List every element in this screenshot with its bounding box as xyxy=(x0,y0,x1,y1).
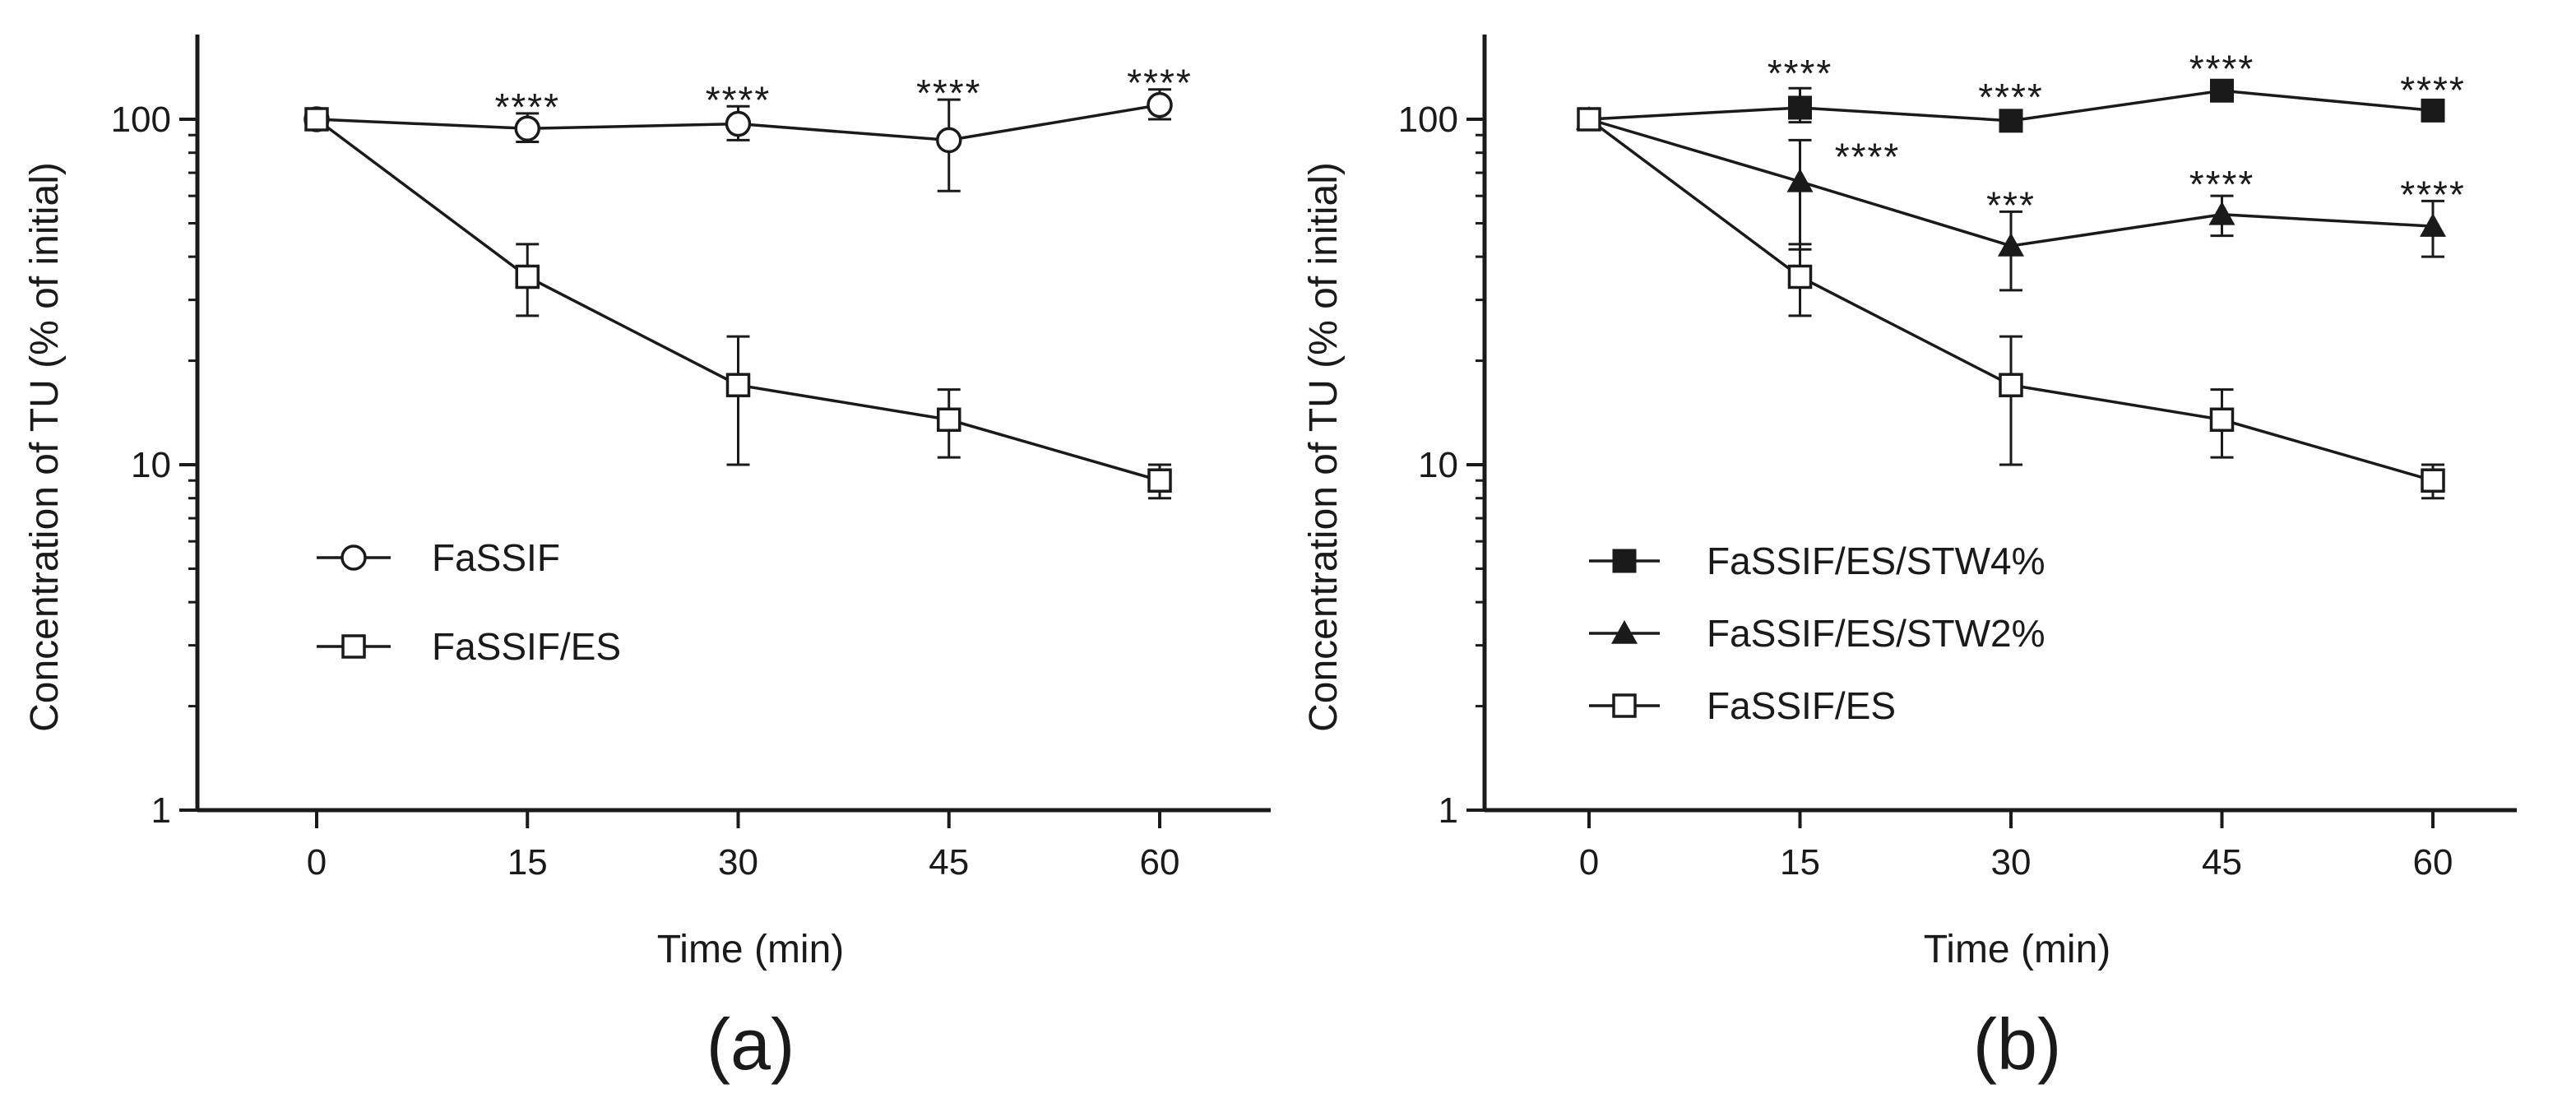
panel-a-legend-marker xyxy=(341,544,367,571)
panel-b-y-tick-label: 1 xyxy=(1439,790,1458,831)
panel-a-series-1-point xyxy=(725,373,751,397)
panel-b-x-axis-title: Time (min) xyxy=(1924,928,2111,971)
panel-a-y-tick-label: 100 xyxy=(111,100,171,140)
panel-b-significance-label: **** xyxy=(1768,52,1833,95)
panel-a-x-axis-title: Time (min) xyxy=(657,928,845,971)
panel-b-legend-item: FaSSIF/ES/STW4% xyxy=(1589,540,2046,582)
panel-b-label: (b) xyxy=(1973,1003,2062,1085)
panel-b-legend-label: FaSSIF/ES xyxy=(1707,684,1896,727)
panel-a-series-1-error-bar xyxy=(726,335,750,466)
panel-a-x-tick-label: 60 xyxy=(1140,842,1180,883)
panel-b-x-tick-label: 30 xyxy=(1991,842,2032,883)
panel-b-significance-label: **** xyxy=(2189,47,2255,90)
panel-b-legend-item: FaSSIF/ES/STW2% xyxy=(1589,612,2046,655)
panel-a-series-1-point xyxy=(1147,468,1172,493)
panel-b-series-2-error-bar xyxy=(1999,335,2022,466)
panel-b-legend-marker xyxy=(1612,549,1637,573)
panel-a-significance-label: **** xyxy=(916,72,982,114)
panel-a-legend-item: FaSSIF xyxy=(317,536,560,579)
panel-b-series-0: **** **** **** **** xyxy=(1577,47,2466,133)
panel-a-y-tick-label: 1 xyxy=(151,790,171,831)
panel-b-x-tick-label: 15 xyxy=(1780,842,1820,883)
panel-b-significance-label: **** xyxy=(1835,135,1901,178)
panel-a-series-0: **** **** **** **** xyxy=(303,62,1193,192)
panel-b-series-2 xyxy=(1577,107,2445,500)
panel-a-significance-label: **** xyxy=(1127,62,1193,104)
panel-b-series-0-point xyxy=(2421,98,2445,123)
panel-a-legend-item: FaSSIF/ES xyxy=(317,625,621,668)
panel-a-significance-label: **** xyxy=(494,86,560,128)
panel-b-y-tick-label: 10 xyxy=(1418,445,1458,485)
panel-b-series-0-point xyxy=(1788,95,1812,120)
panel-b-series-0-point xyxy=(2210,78,2234,103)
panel-a-label: (a) xyxy=(707,1003,795,1085)
panel-b-x-tick-label: 0 xyxy=(1579,842,1599,883)
panel-a: 1 10 100 0 15 30 45 60 Time (min) Concentration o… xyxy=(23,35,1271,1085)
panel-b-series-0-point xyxy=(1999,109,2023,133)
panel-a-series-1-point xyxy=(304,107,329,132)
panel-a-x-tick-label: 15 xyxy=(507,842,548,883)
panel-b-significance-label: **** xyxy=(2400,69,2466,112)
panel-b-x-tick-label: 60 xyxy=(2413,842,2453,883)
panel-a-series-1-point xyxy=(937,407,961,433)
panel-b-legend-item: FaSSIF/ES xyxy=(1589,684,1896,727)
panel-a-series-1 xyxy=(304,107,1172,500)
panel-b-legend-marker xyxy=(1611,620,1638,644)
panel-a-legend-marker xyxy=(341,634,366,659)
panel-b-series-2-point xyxy=(1787,264,1813,290)
panel-a-x-tick-label: 30 xyxy=(718,842,758,883)
panel-b-y-tick-label: 100 xyxy=(1398,100,1458,140)
panel-b-series-2-point xyxy=(1577,107,1601,132)
panel-b-series-1-point xyxy=(1786,168,1814,192)
panel-b-significance-label: **** xyxy=(1978,76,2044,118)
panel-a-series-0-point xyxy=(936,127,962,154)
panel-a-x-tick-label: 0 xyxy=(307,842,327,883)
panel-b-x-tick-label: 45 xyxy=(2202,842,2242,883)
panel-b-y-axis-title: Concentration of TU (% of initial) xyxy=(1302,162,1346,732)
panel-b-legend-label: FaSSIF/ES/STW2% xyxy=(1707,612,2046,655)
panel-a-x-tick-label: 45 xyxy=(929,842,969,883)
panel-a-y-tick-label: 10 xyxy=(131,445,171,485)
panel-b-significance-label: **** xyxy=(2400,173,2466,215)
panel-a-legend-label: FaSSIF/ES xyxy=(432,625,621,668)
panel-b-series-1-error-bar xyxy=(1788,138,1812,251)
panel-a-y-axis-title: Concentration of TU (% of initial) xyxy=(23,162,67,732)
panel-a-series-0-point xyxy=(514,115,540,142)
panel-b-series-1-point xyxy=(1998,232,2024,257)
panel-b-legend: FaSSIF/ES/STW4% FaSSIF/ES/STW2% FaSSIF/ES xyxy=(1589,540,2046,727)
panel-a-legend-label: FaSSIF xyxy=(432,536,560,579)
panel-b-series-1-point xyxy=(2208,201,2235,225)
panel-b-series-2-point xyxy=(2209,407,2235,433)
panel-a-series-0-point xyxy=(1147,91,1173,118)
panel-b-series-2-point xyxy=(1999,373,2023,397)
panel-b: 1 10 100 0 15 30 45 60 Time (min) Concentration o… xyxy=(1302,35,2517,1085)
panel-b-series-2-point xyxy=(2421,468,2445,493)
panel-b-series-1-point xyxy=(2420,213,2446,237)
panel-a-series-1-point xyxy=(515,264,540,290)
panel-b-significance-label: **** xyxy=(2189,163,2255,206)
panel-b-legend-label: FaSSIF/ES/STW4% xyxy=(1707,540,2046,582)
panel-a-series-0-point xyxy=(725,110,752,137)
panel-a-significance-label: **** xyxy=(706,78,771,121)
panel-b-series-1: ******* **** **** xyxy=(1576,106,2466,292)
panel-b-legend-marker xyxy=(1612,693,1637,718)
panel-a-legend: FaSSIF FaSSIF/ES xyxy=(317,536,621,668)
panel-b-significance-label: *** xyxy=(1986,183,2036,226)
